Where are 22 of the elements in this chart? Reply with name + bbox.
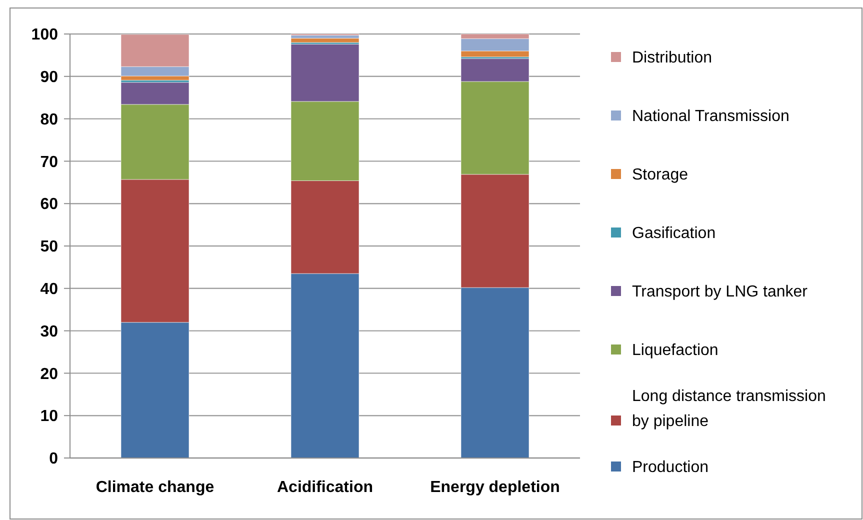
x-tick-label: Energy depletion (430, 479, 560, 496)
y-tick-label: 80 (40, 111, 58, 128)
legend-label: Distribution (632, 50, 712, 67)
y-tick-label: 90 (40, 69, 58, 86)
text: Long distance transmission by pipeline (632, 388, 826, 430)
x-tick-label: Acidification (276, 479, 374, 496)
legend-label: Transport by LNG tanker (632, 284, 808, 301)
legend-label: National Transmission (632, 108, 790, 126)
legend-label: Liquefaction (632, 342, 718, 360)
y-tick-label: 100 (31, 26, 58, 44)
y-tick-label: 70 (40, 154, 58, 171)
y-tick-label: 40 (40, 281, 58, 298)
y-tick-label: 50 (40, 238, 58, 256)
y-tick-label: 20 (40, 366, 58, 383)
legend-label: Production (632, 459, 708, 476)
y-tick-label: 30 (40, 323, 58, 340)
y-tick-label: 10 (40, 408, 58, 426)
legend-label: Storage (632, 166, 688, 184)
y-tick-label: 0 (49, 450, 58, 468)
legend-label: Gasification (632, 225, 716, 242)
x-tick-label: Climate change (96, 479, 214, 496)
y-tick-label: 60 (40, 196, 58, 214)
